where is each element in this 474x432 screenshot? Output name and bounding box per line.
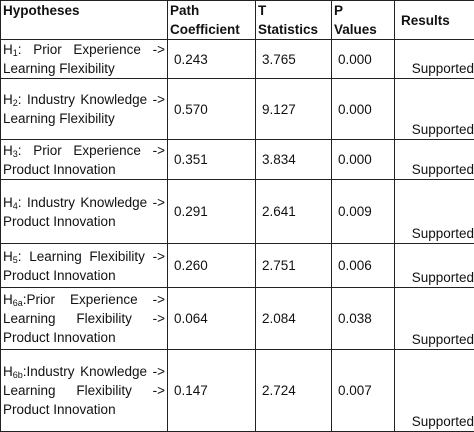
t-statistics-cell: 2.641 [256,180,332,244]
path-coefficient-cell: 0.064 [168,288,256,350]
t-statistics-cell: 2.724 [256,350,332,432]
result-cell: Supported [395,140,474,180]
table-row: H1: Prior Experience -> Learning Flexibi… [1,40,474,79]
path-coefficient-cell: 0.147 [168,350,256,432]
t-statistics-cell: 3.834 [256,140,332,180]
p-value-cell: 0.000 [332,140,395,180]
p-value-cell: 0.009 [332,180,395,244]
hypothesis-cell: H2: Industry Knowledge -> Learning Flexi… [1,79,168,140]
result-cell: Supported [395,288,474,350]
hypothesis-cell: H6a:Prior Experience -> Learning Flexibi… [1,288,168,350]
table-row: H3: Prior Experience -> Product Innovati… [1,140,474,180]
result-cell: Supported [395,40,474,79]
table-row: H4: Industry Knowledge -> Product Innova… [1,180,474,244]
result-cell: Supported [395,180,474,244]
p-value-cell: 0.000 [332,40,395,79]
hypothesis-cell: H6b:Industry Knowledge -> Learning Flexi… [1,350,168,432]
p-value-cell: 0.038 [332,288,395,350]
t-statistics-cell: 2.084 [256,288,332,350]
t-statistics-cell: 9.127 [256,79,332,140]
table-row: H6a:Prior Experience -> Learning Flexibi… [1,288,474,350]
result-cell: Supported [395,79,474,140]
t-statistics-cell: 3.765 [256,40,332,79]
table-row: H5: Learning Flexibility -> Product Inno… [1,244,474,288]
header-results: Results [395,1,474,40]
hypothesis-cell: H4: Industry Knowledge -> Product Innova… [1,180,168,244]
result-cell: Supported [395,350,474,432]
t-statistics-cell: 2.751 [256,244,332,288]
hypothesis-cell: H5: Learning Flexibility -> Product Inno… [1,244,168,288]
hypothesis-cell: H1: Prior Experience -> Learning Flexibi… [1,40,168,79]
table-row: H6b:Industry Knowledge -> Learning Flexi… [1,350,474,432]
p-value-cell: 0.006 [332,244,395,288]
table-row: H2: Industry Knowledge -> Learning Flexi… [1,79,474,140]
path-coefficient-cell: 0.243 [168,40,256,79]
path-coefficient-cell: 0.351 [168,140,256,180]
path-coefficient-cell: 0.570 [168,79,256,140]
p-value-cell: 0.000 [332,79,395,140]
header-hypotheses: Hypotheses [1,1,168,40]
result-cell: Supported [395,244,474,288]
p-value-cell: 0.007 [332,350,395,432]
path-coefficient-cell: 0.291 [168,180,256,244]
path-coefficient-cell: 0.260 [168,244,256,288]
hypothesis-cell: H3: Prior Experience -> Product Innovati… [1,140,168,180]
